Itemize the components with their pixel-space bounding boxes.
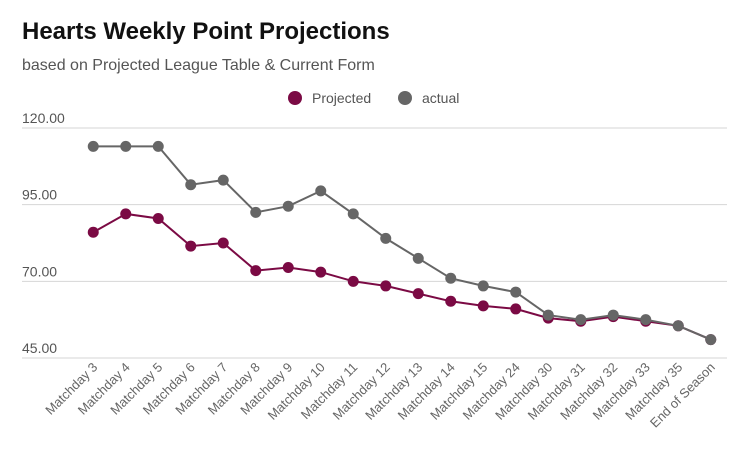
legend-marker: [288, 91, 302, 105]
y-axis-ticks: 45.00 70.00 95.00 120.00: [22, 110, 65, 356]
data-point-projected[interactable]: [380, 280, 392, 292]
gridlines: [22, 127, 727, 359]
data-point-actual[interactable]: [87, 140, 99, 152]
data-point-actual[interactable]: [152, 140, 164, 152]
legend: Projected actual: [288, 90, 459, 106]
y-tick-label: 45.00: [22, 340, 57, 356]
data-point-actual[interactable]: [542, 309, 554, 321]
data-point-projected[interactable]: [510, 303, 522, 315]
data-point-actual[interactable]: [380, 232, 392, 244]
data-point-actual[interactable]: [477, 280, 489, 292]
data-point-actual[interactable]: [705, 334, 717, 346]
legend-label: Projected: [312, 90, 371, 106]
data-point-projected[interactable]: [477, 300, 489, 312]
data-point-actual[interactable]: [510, 286, 522, 298]
data-point-projected[interactable]: [315, 266, 327, 278]
data-point-actual[interactable]: [412, 252, 424, 264]
data-point-projected[interactable]: [282, 262, 294, 274]
y-tick-label: 70.00: [22, 263, 57, 279]
data-point-projected[interactable]: [152, 212, 164, 224]
data-point-actual[interactable]: [282, 200, 294, 212]
y-tick-label: 95.00: [22, 187, 57, 203]
data-point-projected[interactable]: [185, 240, 197, 252]
data-point-projected[interactable]: [87, 226, 99, 238]
data-point-actual[interactable]: [672, 320, 684, 332]
data-point-projected[interactable]: [217, 237, 229, 249]
chart-subtitle: based on Projected League Table & Curren…: [22, 57, 375, 74]
legend-label: actual: [422, 90, 459, 106]
series-line-projected: [92, 212, 712, 341]
chart-title: Hearts Weekly Point Projections: [22, 18, 390, 45]
data-point-actual[interactable]: [640, 314, 652, 326]
data-point-actual[interactable]: [607, 309, 619, 321]
data-point-actual[interactable]: [347, 208, 359, 220]
data-point-actual[interactable]: [217, 174, 229, 186]
data-point-actual[interactable]: [445, 272, 457, 284]
series-group: [87, 140, 717, 346]
data-point-actual[interactable]: [250, 206, 262, 218]
data-point-actual[interactable]: [120, 140, 132, 152]
data-point-projected[interactable]: [347, 275, 359, 287]
legend-marker: [398, 91, 412, 105]
data-point-projected[interactable]: [250, 265, 262, 277]
data-point-actual[interactable]: [575, 314, 587, 326]
data-point-projected[interactable]: [412, 288, 424, 300]
data-point-actual[interactable]: [185, 179, 197, 191]
y-tick-label: 120.00: [22, 110, 65, 126]
data-point-projected[interactable]: [120, 208, 132, 220]
data-point-projected[interactable]: [445, 295, 457, 307]
data-point-actual[interactable]: [315, 185, 327, 197]
